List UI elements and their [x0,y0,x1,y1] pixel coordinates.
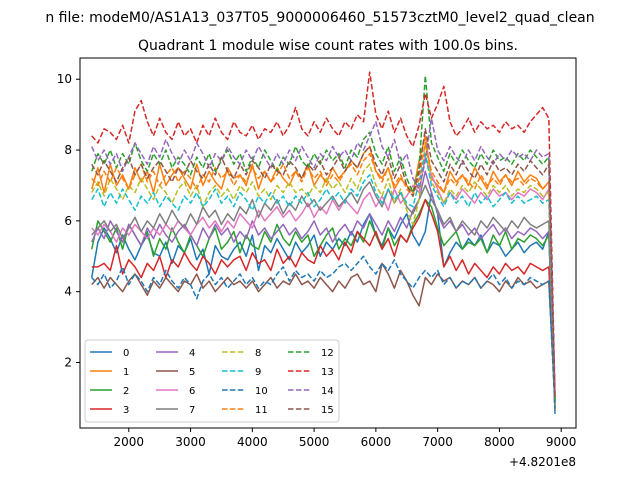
legend-label: 4 [189,348,195,359]
series-line-15 [91,128,556,400]
legend-label: 14 [321,386,334,397]
series-line-8 [91,142,556,404]
legend-label: 3 [123,405,129,416]
legend-label: 9 [255,367,261,378]
legend-label: 10 [255,386,268,397]
chart-title: Quadrant 1 module wise count rates with … [138,38,518,54]
y-axis: 2 4 6 8 10 [57,72,80,369]
legend-label: 7 [189,405,195,416]
x-tick-label: 9000 [546,435,577,449]
series-line-9 [91,152,556,402]
legend-label: 6 [189,386,195,397]
figure-suptitle: n file: modeM0/AS1A13_037T05_9000006460_… [45,10,594,26]
series-line-11 [91,142,556,398]
x-tick-label: 4000 [237,435,268,449]
legend-label: 13 [321,367,334,378]
y-tick-label: 4 [64,285,72,299]
series-line-4 [91,170,556,406]
legend-label: 11 [255,405,268,416]
x-tick-label: 3000 [175,435,206,449]
legend-label: 2 [123,386,129,397]
legend-label: 12 [321,348,334,359]
series-line-7 [91,181,556,411]
legend-label: 0 [123,348,129,359]
x-tick-label: 2000 [114,435,145,449]
legend-label: 15 [321,405,334,416]
x-tick-label: 5000 [299,435,330,449]
series-line-13 [91,71,556,395]
legend-label: 5 [189,367,195,378]
series-layer [91,71,556,414]
y-tick-label: 6 [64,214,72,228]
series-line-5 [91,262,556,402]
series-line-10 [91,255,556,409]
legend-label: 1 [123,367,129,378]
x-tick-label: 7000 [422,435,453,449]
y-tick-label: 10 [57,72,72,86]
y-tick-label: 8 [64,143,72,157]
legend-box [84,339,340,423]
x-offset-label: +4.8201e8 [509,455,576,469]
series-line-3 [91,198,556,404]
y-tick-label: 2 [64,355,72,369]
series-line-0 [91,191,556,414]
x-axis: 2000 3000 4000 5000 6000 7000 8000 9000 [114,428,577,449]
series-line-14 [91,117,556,398]
axes-frame [79,57,577,429]
legend-label: 8 [255,348,261,359]
x-tick-label: 8000 [484,435,515,449]
x-tick-label: 6000 [361,435,392,449]
